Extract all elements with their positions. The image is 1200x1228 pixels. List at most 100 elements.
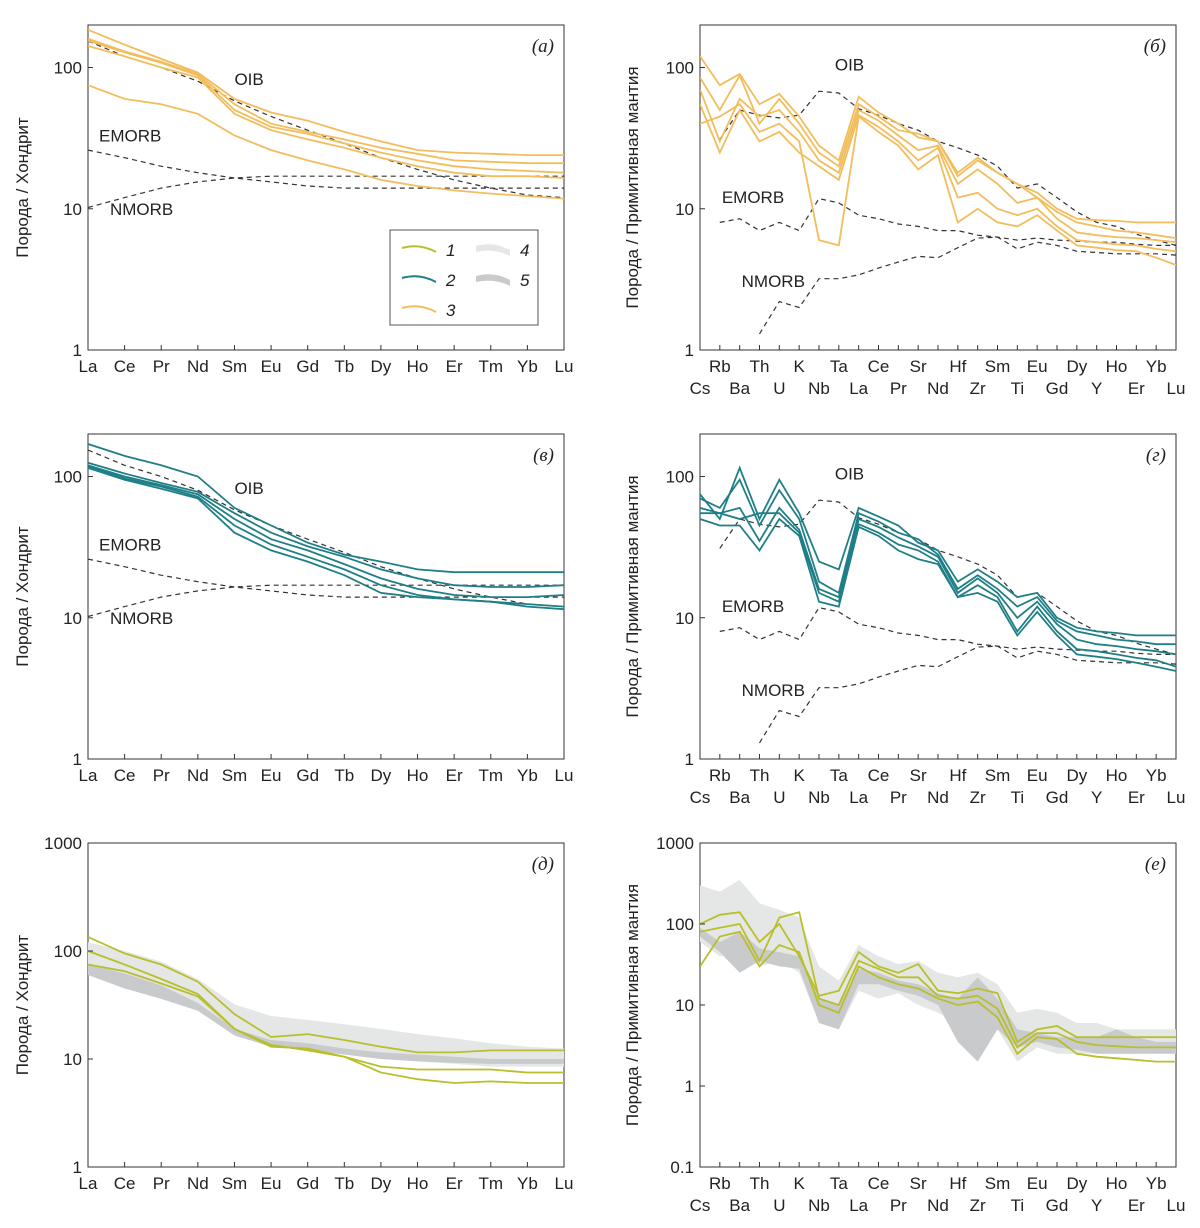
y-tick-label: 100 [54,942,82,961]
x-tick-label: Sr [910,766,927,785]
y-tick-label: 10 [675,609,694,628]
plot-area [88,443,564,618]
x-tick-label: Ti [1011,788,1025,807]
x-tick-label: Dy [371,357,392,376]
reference-label-emorb: EMORB [99,535,161,554]
x-tick-label: Nb [808,379,830,398]
x-tick-label: U [773,1196,785,1215]
y-tick-label: 1 [73,341,82,360]
x-tick-label: Sr [910,357,927,376]
series-line-3 [88,963,564,1084]
x-tick-label: Ba [729,1196,750,1215]
x-tick-label: Zr [970,1196,986,1215]
y-tick-label: 10 [63,1050,82,1069]
legend-swatch [401,305,437,313]
x-tick-label: K [793,766,805,785]
x-tick-label: Gd [1046,1196,1069,1215]
reference-label-oib: OIB [234,70,263,89]
x-tick-label: Ba [729,379,750,398]
x-tick-label: Ho [1106,357,1128,376]
panel-d: 1 10 100 1000 La Ce Pr Nd Sm Eu Gd Tb Dy Ho Er Tm Yb Lu По… [13,834,573,1193]
x-tick-label: Hf [949,357,966,376]
x-tick-label: Ce [114,766,136,785]
x-tick-label: La [79,1174,98,1193]
reference-line-oib [88,40,564,199]
y-axis-title: Порода / Примитивная мантия [623,884,642,1126]
x-tick-label: Nd [927,379,949,398]
x-tick-label: Lu [1167,1196,1186,1215]
x-tick-label: Tm [478,766,503,785]
y-tick-label: 100 [54,468,82,487]
reference-line-emorb [719,197,1176,246]
x-tick-label: Nb [808,1196,830,1215]
x-tick-label: Pr [153,357,170,376]
legend-label: 5 [520,271,530,290]
panel-b: OIBEMORBNMORB110100CsRbBaThUKNbTaLaCePrS… [623,24,1186,398]
y-tick-label: 10 [63,609,82,628]
x-tick-label: Y [1091,1196,1102,1215]
x-tick-label: Lu [555,1174,574,1193]
x-tick-label: Gd [296,1174,319,1193]
x-tick-label: Er [446,357,463,376]
reference-line-nmorb [758,236,1176,335]
legend-swatch [476,274,510,286]
x-tick-label: Dy [1066,1174,1087,1193]
x-tick-label: Ho [407,1174,429,1193]
y-tick-label: 1000 [44,834,82,853]
series-line-4 [700,103,1176,253]
x-tick-label: Cs [690,788,711,807]
x-tick-label: Lu [1167,379,1186,398]
x-tick-label: Nb [808,788,830,807]
x-tick-label: Dy [1066,357,1087,376]
y-tick-label: 1 [685,750,694,769]
x-tick-label: Tb [334,766,354,785]
x-tick-label: Yb [517,357,538,376]
x-tick-label: Pr [153,1174,170,1193]
plot-frame [87,842,565,1168]
x-tick-label: Dy [1066,766,1087,785]
series-line-4 [700,512,1176,668]
legend-label: 2 [445,271,456,290]
legend-swatch [401,245,437,253]
x-tick-label: Ti [1011,1196,1025,1215]
reference-line-oib [88,449,564,608]
reference-label-emorb: EMORB [99,126,161,145]
series-line-5 [88,467,564,611]
reference-label-oib: OIB [234,479,263,498]
x-tick-label: Rb [709,1174,731,1193]
x-tick-label: Gd [296,766,319,785]
x-tick-label: Sr [910,1174,927,1193]
reference-label-emorb: EMORB [722,597,784,616]
y-tick-label: 10 [63,200,82,219]
x-tick-label: Zr [970,379,986,398]
field-field4 [88,942,564,1067]
x-tick-label: K [793,1174,805,1193]
plot-area [700,465,1176,744]
series-line-5 [700,517,1176,672]
series-line-1 [700,465,1176,637]
x-tick-label: Hf [949,766,966,785]
x-tick-label: Ce [868,1174,890,1193]
reference-line-emorb [88,149,564,189]
x-tick-label: Rb [709,357,731,376]
x-tick-label: Nd [927,788,949,807]
x-tick-label: U [773,379,785,398]
plot-area [88,28,564,209]
x-tick-label: Th [750,357,770,376]
series-line-5 [700,102,1176,266]
x-tick-label: Ti [1011,379,1025,398]
y-tick-label: 100 [666,915,694,934]
x-tick-label: Y [1091,788,1102,807]
legend-label: 3 [446,301,456,320]
x-tick-label: Ho [1106,1174,1128,1193]
series-line-3 [700,930,1176,1063]
x-tick-label: Yb [517,766,538,785]
panel-g: OIBEMORBNMORB110100CsRbBaThUKNbTaLaCePrS… [623,433,1185,807]
x-tick-label: Lu [555,357,574,376]
panel-letter: (а) [532,36,554,57]
reference-label-oib: OIB [835,56,864,75]
series-line-3 [88,39,564,174]
x-tick-label: Sm [985,357,1011,376]
x-tick-label: Sm [222,357,248,376]
y-tick-label: 1000 [656,834,694,853]
